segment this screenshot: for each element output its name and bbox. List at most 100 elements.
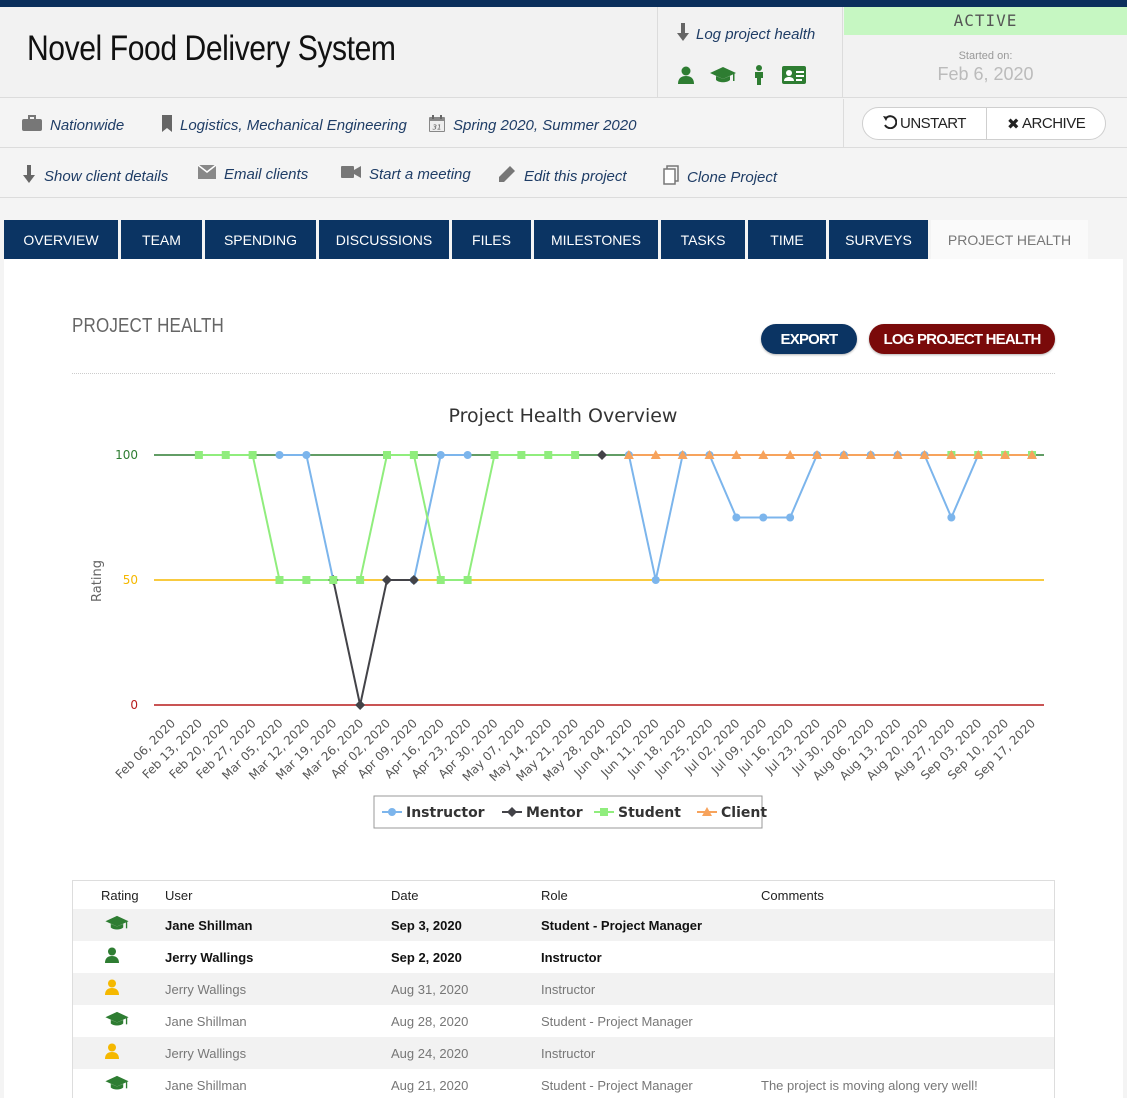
tab-discussions[interactable]: DISCUSSIONS	[319, 220, 449, 259]
student-data-point	[517, 451, 526, 459]
role-cell: Student - Project Manager	[541, 1014, 693, 1029]
tab-overview[interactable]: OVERVIEW	[4, 220, 118, 259]
role-icons	[678, 65, 806, 90]
role-cell: Student - Project Manager	[541, 1078, 693, 1093]
person-icon[interactable]	[678, 66, 694, 89]
mentor-data-point	[408, 575, 419, 585]
tab-team[interactable]: TEAM	[121, 220, 202, 259]
state-button-group: UNSTART ✖ ARCHIVE	[862, 107, 1107, 140]
legend-marker	[702, 807, 712, 816]
tab-project-health[interactable]: PROJECT HEALTH	[931, 220, 1088, 259]
date-cell: Sep 3, 2020	[391, 918, 462, 933]
show-client-details-link[interactable]: Show client details	[22, 165, 168, 187]
legend-label: Student	[618, 805, 681, 821]
student-data-point	[302, 576, 311, 584]
clone-project-link[interactable]: Clone Project	[663, 165, 777, 189]
tab-time[interactable]: TIME	[748, 220, 826, 259]
student-data-point	[194, 451, 203, 459]
table-header: Rating User Date Role Comments	[73, 881, 1054, 909]
graduation-cap-icon	[105, 915, 129, 934]
date-cell: Aug 31, 2020	[391, 982, 469, 997]
y-tick-label: 50	[123, 573, 138, 587]
client-data-point	[812, 450, 822, 459]
client-data-point	[838, 450, 849, 459]
header-comments: Comments	[761, 888, 824, 903]
person-icon	[105, 979, 119, 998]
start-meeting-link[interactable]: Start a meeting	[341, 165, 471, 183]
header-rating: Rating	[101, 888, 139, 903]
client-data-point	[946, 450, 957, 459]
instructor-data-point	[732, 513, 741, 522]
tab-tasks[interactable]: TASKS	[661, 220, 745, 259]
table-row[interactable]: Jane Shillman Aug 28, 2020 Student - Proje…	[73, 1005, 1054, 1037]
started-label: Started on:	[958, 50, 1013, 62]
student-data-point	[436, 576, 445, 584]
tags-meta: Logistics, Mechanical Engineering	[162, 115, 407, 136]
table-row[interactable]: Jerry Wallings Sep 2, 2020 Instructor	[73, 941, 1054, 973]
date-cell: Aug 21, 2020	[391, 1078, 469, 1093]
client-data-point	[973, 450, 984, 459]
client-data-point	[919, 450, 930, 459]
status-box: ACTIVE Started on: Feb 6, 2020	[844, 7, 1127, 98]
mentor-series-line	[332, 579, 414, 706]
email-clients-link[interactable]: Email clients	[197, 164, 308, 183]
briefcase-icon	[22, 115, 42, 135]
table-row[interactable]: Jane Shillman Aug 21, 2020 Student - Proje…	[73, 1069, 1054, 1098]
client-data-point	[704, 450, 715, 459]
student-data-point	[490, 451, 499, 459]
student-data-point	[275, 576, 284, 584]
panel-title: PROJECT HEALTH	[72, 315, 224, 337]
client-data-point	[865, 450, 876, 459]
table-row[interactable]: Jane Shillman Sep 3, 2020 Student - Projec…	[73, 909, 1054, 941]
legend-label: Client	[721, 805, 767, 821]
table-row[interactable]: Jerry Wallings Aug 24, 2020 Instructor	[73, 1037, 1054, 1069]
state-controls: UNSTART ✖ ARCHIVE	[843, 99, 1127, 148]
divider	[72, 373, 1055, 374]
instructor-data-point	[759, 513, 768, 522]
role-cell: Instructor	[541, 1046, 596, 1061]
instructor-data-point	[275, 451, 284, 459]
client-data-point	[1000, 450, 1011, 459]
tab-surveys[interactable]: SURVEYS	[829, 220, 928, 259]
edit-project-link[interactable]: Edit this project	[498, 165, 627, 187]
client-data-point	[623, 450, 634, 459]
user-cell: Jerry Wallings	[165, 982, 247, 997]
person-icon	[105, 1043, 119, 1062]
student-data-point	[463, 576, 472, 584]
date-cell: Aug 24, 2020	[391, 1046, 469, 1061]
project-tabs: OVERVIEW TEAM SPENDING DISCUSSIONS FILES…	[4, 220, 1088, 259]
client-data-point	[1027, 450, 1037, 459]
bookmark-icon	[162, 115, 172, 136]
archive-button[interactable]: ✖ ARCHIVE	[985, 108, 1105, 139]
tab-spending[interactable]: SPENDING	[205, 220, 316, 259]
graduation-cap-icon[interactable]	[710, 66, 736, 89]
instructor-data-point	[302, 451, 311, 459]
undo-icon	[883, 114, 898, 133]
chart-title: Project Health Overview	[449, 405, 678, 427]
arrow-down-icon	[22, 165, 36, 187]
export-button[interactable]: EXPORT	[761, 324, 857, 354]
tab-files[interactable]: FILES	[452, 220, 531, 259]
table-row[interactable]: Jerry Wallings Aug 31, 2020 Instructor	[73, 973, 1054, 1005]
client-data-point	[892, 450, 903, 459]
video-camera-icon	[341, 165, 361, 183]
instructor-data-point	[947, 513, 956, 522]
user-cell: Jerry Wallings	[165, 950, 254, 965]
client-data-point	[731, 450, 742, 459]
close-icon: ✖	[1006, 115, 1020, 133]
project-health-panel: PROJECT HEALTH EXPORT LOG PROJECT HEALTH…	[4, 259, 1123, 1098]
student-data-point	[571, 451, 580, 459]
unstart-button[interactable]: UNSTART	[863, 108, 986, 139]
instructor-data-point	[463, 451, 472, 459]
tab-milestones[interactable]: MILESTONES	[534, 220, 658, 259]
project-header: Novel Food Delivery System Log project h…	[0, 7, 1127, 98]
child-icon[interactable]	[752, 65, 766, 90]
user-cell: Jane Shillman	[165, 1078, 247, 1093]
y-tick-label: 100	[115, 448, 138, 462]
health-log-table: Rating User Date Role Comments Jane Shil…	[72, 880, 1055, 1098]
mentor-data-point	[355, 700, 366, 710]
log-project-health-button[interactable]: LOG PROJECT HEALTH	[869, 324, 1055, 354]
id-card-icon[interactable]	[782, 66, 806, 89]
log-project-health-link[interactable]: Log project health	[676, 23, 815, 45]
role-cell: Instructor	[541, 982, 596, 997]
